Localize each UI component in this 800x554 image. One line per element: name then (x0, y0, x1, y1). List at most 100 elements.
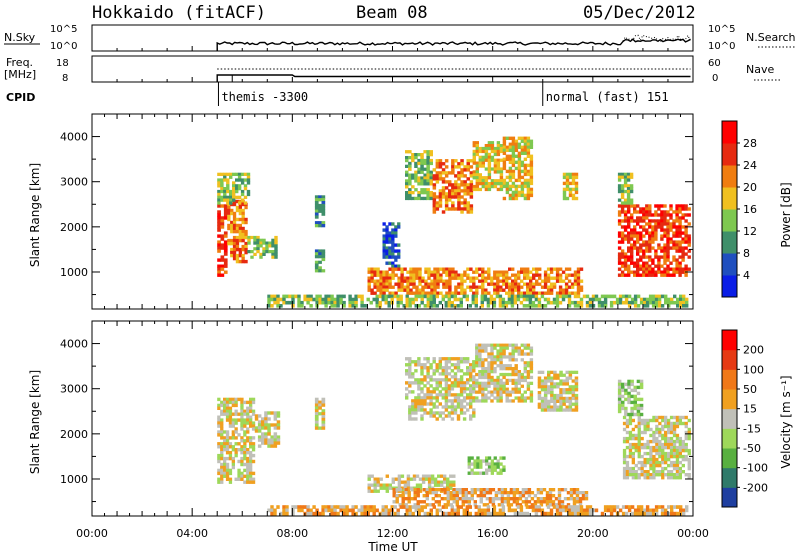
data-cell (321, 255, 326, 259)
data-cell (657, 267, 661, 271)
data-cell (220, 198, 224, 202)
data-cell (463, 174, 467, 178)
data-cell (314, 415, 319, 419)
data-cell (472, 366, 476, 370)
data-cell (463, 270, 467, 274)
data-cell (237, 471, 241, 476)
data-cell (490, 352, 494, 356)
data-cell (327, 297, 331, 302)
data-cell (514, 193, 519, 198)
data-cell (232, 187, 236, 191)
data-cell (444, 195, 449, 199)
data-cell (481, 270, 485, 274)
data-cell (235, 241, 240, 246)
data-cell (466, 369, 470, 373)
data-cell (666, 255, 670, 259)
data-cell (618, 294, 623, 299)
data-cell (453, 384, 458, 388)
data-cell (330, 508, 334, 513)
data-cell (514, 372, 518, 377)
data-cell (508, 285, 512, 289)
data-cell (609, 508, 614, 513)
data-cell (436, 285, 440, 289)
velocity-heatmap (217, 343, 691, 516)
data-cell (388, 486, 392, 490)
data-cell (538, 291, 542, 295)
data-cell (227, 223, 231, 228)
data-cell (490, 381, 494, 385)
data-cell (435, 162, 440, 166)
data-cell (678, 473, 682, 477)
data-cell (397, 249, 401, 253)
data-cell (654, 511, 659, 516)
data-cell (529, 187, 534, 192)
data-cell (597, 300, 602, 305)
data-cell (514, 145, 519, 149)
data-cell (414, 179, 418, 183)
data-cell (435, 171, 440, 175)
data-cell (369, 300, 373, 305)
data-cell (217, 453, 221, 458)
data-cell (657, 297, 662, 302)
data-cell (251, 397, 256, 402)
data-cell (478, 164, 482, 168)
data-cell (514, 349, 518, 353)
data-cell (657, 219, 661, 223)
data-cell (493, 270, 497, 274)
data-cell (485, 462, 489, 466)
data-cell (517, 378, 521, 383)
data-cell (681, 463, 685, 468)
data-cell (556, 408, 560, 412)
data-cell (246, 175, 251, 179)
data-cell (441, 396, 445, 400)
data-cell (427, 291, 431, 295)
data-cell (502, 367, 506, 371)
data-cell (520, 145, 525, 149)
data-cell (321, 212, 326, 216)
data-cell (393, 294, 397, 299)
data-cell (418, 267, 422, 271)
data-cell (496, 355, 500, 359)
data-cell (273, 297, 277, 302)
data-cell (388, 285, 392, 289)
data-cell (499, 149, 504, 154)
data-cell (660, 255, 664, 259)
data-cell (475, 187, 479, 192)
data-cell (514, 139, 519, 143)
data-cell (472, 161, 476, 165)
data-cell (276, 414, 281, 418)
data-cell (432, 294, 436, 299)
data-cell (652, 463, 656, 468)
data-cell (314, 224, 319, 228)
data-cell (684, 448, 688, 453)
data-cell (620, 195, 625, 199)
data-cell (432, 174, 437, 178)
data-cell (476, 459, 480, 463)
data-cell (493, 381, 497, 385)
data-cell (675, 460, 680, 465)
data-cell (348, 294, 352, 299)
data-cell (493, 468, 497, 472)
data-cell (550, 405, 554, 409)
data-cell (678, 415, 682, 420)
data-cell (330, 297, 334, 302)
data-cell (675, 216, 679, 220)
data-cell (571, 391, 576, 395)
data-cell (515, 491, 520, 495)
data-cell (667, 439, 671, 444)
data-cell (217, 198, 221, 202)
data-cell (472, 282, 476, 286)
data-cell (502, 273, 506, 277)
data-cell (617, 231, 622, 235)
data-cell (223, 249, 228, 253)
data-cell (655, 430, 659, 435)
data-cell (502, 279, 506, 283)
data-cell (468, 304, 472, 308)
data-cell (478, 285, 482, 289)
data-cell (460, 162, 464, 166)
data-cell (433, 291, 437, 295)
data-cell (669, 430, 674, 435)
data-cell (217, 204, 221, 208)
data-cell (235, 253, 240, 258)
data-cell (475, 182, 479, 186)
